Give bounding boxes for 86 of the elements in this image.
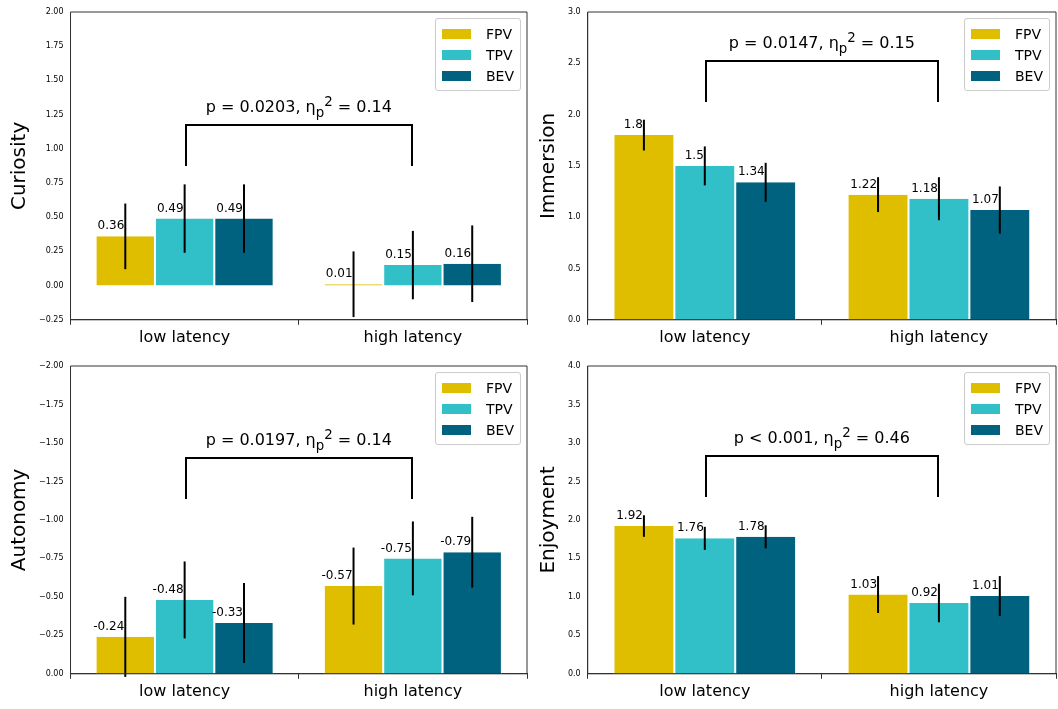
y-tick-label: −0.50 bbox=[39, 591, 64, 601]
y-tick-label: 3.0 bbox=[567, 7, 581, 17]
y-tick-label: −0.75 bbox=[39, 553, 64, 563]
x-tick-label: low latency bbox=[659, 680, 751, 700]
legend-label: BEV bbox=[1014, 67, 1043, 84]
y-tick-label: 0.75 bbox=[45, 178, 64, 188]
data-label: 0.49 bbox=[216, 200, 243, 215]
y-tick-label: 2.00 bbox=[45, 7, 64, 17]
x-tick-label: low latency bbox=[659, 326, 751, 346]
y-axis-title: Enjoyment bbox=[535, 466, 560, 574]
y-tick-label: −1.75 bbox=[39, 399, 64, 409]
y-tick-label: 1.50 bbox=[45, 75, 64, 85]
legend-label: TPV bbox=[485, 46, 513, 63]
x-tick-label: high latency bbox=[889, 680, 989, 700]
y-tick-label: 0.0 bbox=[567, 668, 581, 678]
y-tick-label: 1.5 bbox=[567, 160, 581, 170]
data-label: 1.22 bbox=[850, 176, 878, 191]
legend-label: FPV bbox=[1014, 379, 1042, 396]
data-label: -0.79 bbox=[440, 534, 472, 549]
y-tick-label: 2.5 bbox=[567, 476, 581, 486]
data-label: 1.07 bbox=[972, 192, 999, 207]
data-label: 1.5 bbox=[684, 148, 704, 163]
y-tick-label: −1.25 bbox=[39, 476, 64, 486]
y-tick-label: 1.25 bbox=[45, 109, 64, 119]
y-tick-label: 0.00 bbox=[45, 668, 64, 678]
data-label: 0.36 bbox=[97, 218, 125, 233]
data-label: 1.92 bbox=[616, 508, 643, 523]
y-tick-label: 0.5 bbox=[567, 263, 581, 273]
y-tick-label: 4.0 bbox=[567, 361, 581, 371]
data-label: 1.76 bbox=[677, 520, 704, 535]
data-label: -0.57 bbox=[321, 568, 353, 583]
legend-label: BEV bbox=[1014, 421, 1043, 438]
data-label: 1.34 bbox=[737, 164, 765, 179]
y-tick-label: −2.00 bbox=[39, 361, 64, 371]
legend-label: BEV bbox=[485, 421, 514, 438]
data-label: 1.78 bbox=[737, 518, 765, 533]
y-tick-label: 0.5 bbox=[567, 630, 581, 640]
x-tick-label: high latency bbox=[889, 326, 989, 346]
data-label: 0.15 bbox=[385, 247, 412, 262]
data-label: 1.03 bbox=[850, 576, 878, 591]
y-tick-label: 1.75 bbox=[45, 41, 64, 51]
x-tick-label: high latency bbox=[363, 680, 463, 700]
x-tick-label: high latency bbox=[363, 326, 463, 346]
annotation: p = 0.0147, η$_{p}$$^{2}$ = 0.15 bbox=[728, 29, 915, 56]
data-label: 0.01 bbox=[325, 266, 353, 281]
y-axis-title: Immersion bbox=[535, 112, 560, 220]
legend-label: TPV bbox=[1014, 46, 1042, 63]
legend-label: TPV bbox=[1014, 400, 1042, 417]
data-label: -0.48 bbox=[152, 582, 184, 597]
data-label: 1.01 bbox=[972, 578, 999, 593]
y-tick-label: 3.0 bbox=[567, 438, 581, 448]
y-tick-label: 1.0 bbox=[567, 212, 581, 222]
y-axis-title: Autonomy bbox=[6, 468, 31, 572]
y-tick-label: −1.00 bbox=[39, 514, 64, 524]
y-tick-label: 0.0 bbox=[567, 314, 581, 324]
y-axis-title: Curiosity bbox=[6, 121, 31, 211]
data-label: 1.8 bbox=[623, 117, 643, 132]
y-tick-label: −0.25 bbox=[39, 630, 64, 640]
legend-label: FPV bbox=[485, 379, 513, 396]
y-tick-label: 0.50 bbox=[45, 212, 64, 222]
annotation: p = 0.0197, η$_{p}$$^{2}$ = 0.14 bbox=[205, 426, 392, 453]
data-label: 0.16 bbox=[444, 245, 472, 260]
data-label: 0.92 bbox=[911, 585, 938, 600]
legend-label: BEV bbox=[485, 67, 514, 84]
x-tick-label: low latency bbox=[139, 680, 231, 700]
y-tick-label: −0.25 bbox=[39, 314, 64, 324]
x-tick-label: low latency bbox=[139, 326, 231, 346]
y-tick-label: 1.5 bbox=[567, 553, 581, 563]
y-tick-label: 1.00 bbox=[45, 143, 64, 153]
y-tick-label: 2.0 bbox=[567, 514, 581, 524]
y-tick-label: 0.00 bbox=[45, 280, 64, 290]
data-label: 0.49 bbox=[156, 200, 184, 215]
legend-label: FPV bbox=[1014, 25, 1042, 42]
y-tick-label: 1.0 bbox=[567, 591, 581, 601]
y-tick-label: 0.25 bbox=[45, 246, 64, 256]
y-tick-label: 3.5 bbox=[567, 399, 581, 409]
annotation: p = 0.0203, η$_{p}$$^{2}$ = 0.14 bbox=[205, 94, 392, 120]
legend-label: TPV bbox=[485, 400, 513, 417]
data-label: -0.75 bbox=[380, 540, 412, 555]
y-tick-label: 2.0 bbox=[567, 109, 581, 119]
legend-label: FPV bbox=[485, 25, 513, 42]
data-label: -0.24 bbox=[93, 618, 125, 633]
annotation: p < 0.001, η$_{p}$$^{2}$ = 0.46 bbox=[733, 425, 910, 451]
y-tick-label: −1.50 bbox=[39, 438, 64, 448]
data-label: 1.18 bbox=[911, 180, 938, 195]
y-tick-label: 2.5 bbox=[567, 58, 581, 68]
